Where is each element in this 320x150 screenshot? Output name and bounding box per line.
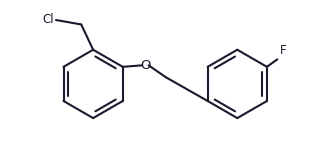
Text: O: O — [140, 59, 150, 72]
Text: F: F — [280, 44, 286, 57]
Text: Cl: Cl — [43, 13, 54, 26]
